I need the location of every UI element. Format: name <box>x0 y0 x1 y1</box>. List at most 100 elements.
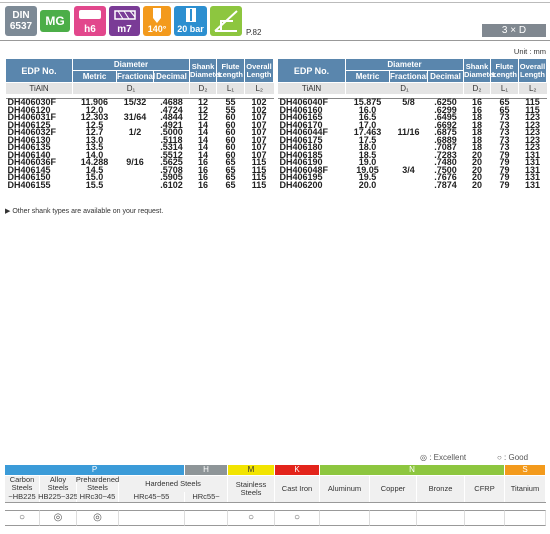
mg-badge: MG <box>40 10 70 32</box>
cell: 65 <box>225 172 236 182</box>
cell: .6299 <box>434 104 457 115</box>
data-row: DH406175 17.5 .6889 18 73 123 <box>278 134 547 145</box>
cell: 65 <box>225 164 236 175</box>
angle-label: 140° <box>147 24 167 34</box>
cell: 15/32 <box>123 97 147 107</box>
cell: 18 <box>471 119 482 130</box>
data-row: DH406170 17.0 .6692 18 73 123 <box>278 119 547 130</box>
cell: 73 <box>499 112 510 122</box>
col-header: EDP No. <box>277 58 346 83</box>
cell: 14.288 <box>80 157 109 167</box>
cell: 55 <box>225 97 236 107</box>
sub: TiAlN D₁ D₂ L₁ L₂ <box>277 82 547 94</box>
cell: 12.0 <box>85 104 104 115</box>
ratio-badge: 3 × D <box>482 24 546 37</box>
cell: 79 <box>499 172 510 182</box>
data-row: DH406135 13.5 .5314 14 60 107 <box>6 143 274 152</box>
cell: 20 <box>471 157 482 167</box>
cell: 17.463 <box>353 127 382 137</box>
cell <box>117 144 154 152</box>
cell: 19.5 <box>358 172 377 182</box>
cell: 15.875 <box>353 97 382 107</box>
cell: 12.7 <box>85 127 104 137</box>
material-name: Carbon Steels <box>5 476 40 492</box>
cell: 12.303 <box>80 112 109 122</box>
cell: 65 <box>225 157 236 167</box>
cell: 102 <box>251 97 267 107</box>
cell: 16 <box>471 97 482 107</box>
note-text: Other shank types are available on your … <box>12 208 164 215</box>
cell: .6692 <box>434 119 457 130</box>
data-row: DH406185 18.5 .7283 20 79 131 <box>278 149 547 160</box>
cell: 14 <box>197 134 208 145</box>
cell <box>390 107 428 115</box>
cell: 115 <box>525 97 540 107</box>
cell: 16 <box>197 172 208 182</box>
spec-table: EDP No. Diameter Shank Diameter Flute Lengt… <box>5 58 274 189</box>
cell <box>390 144 428 152</box>
sub-header: L₁ <box>490 82 519 94</box>
cell: DH406030F <box>7 97 57 107</box>
cell: 79 <box>499 164 510 175</box>
group-band: P <box>5 465 185 475</box>
material-name: Bronze <box>417 476 465 502</box>
cell: DH406160 <box>279 104 323 115</box>
header-row: EDP No. Diameter Shank Diameter Flute Lengt… <box>5 58 274 83</box>
col-header: Metric <box>345 70 390 83</box>
cell: 16 <box>197 164 208 175</box>
cell: 115 <box>525 104 540 115</box>
rating <box>417 510 465 526</box>
gap <box>5 94 274 99</box>
cell: 12 <box>197 112 208 122</box>
sub-header: L₂ <box>518 82 547 94</box>
data-row: DH406145 14.5 .5708 16 65 115 <box>6 164 274 175</box>
cell: DH406185 <box>279 149 323 160</box>
rating <box>465 510 505 526</box>
cell: 20.0 <box>358 179 377 190</box>
data-row: DH406120 12.0 .4724 12 55 102 <box>6 104 274 115</box>
din-label: DIN <box>12 10 30 21</box>
header-row: Metric Fractional Decimal <box>6 70 274 83</box>
data-row: DH406040F 15.875 5/8 .6250 16 65 115 <box>278 97 547 107</box>
data-row: DH406150 15.0 .5905 16 65 115 <box>6 172 274 182</box>
cell: .6495 <box>434 112 457 122</box>
cell: 17.5 <box>358 134 377 145</box>
sub-header: D₂ <box>189 82 217 94</box>
m7-label: m7 <box>117 24 132 35</box>
cell: 13.0 <box>85 134 104 145</box>
legend-excellent: ◎ : Excellent <box>420 453 467 462</box>
cell: 20 <box>471 179 482 190</box>
cell: DH406195 <box>279 172 323 182</box>
cell: 60 <box>225 119 236 130</box>
cell: 12 <box>197 104 208 115</box>
material-name: CFRP <box>465 476 505 502</box>
cell: 20 <box>471 149 482 160</box>
data-row: DH406130 13.0 .5118 14 60 107 <box>6 134 274 145</box>
cell: 60 <box>225 127 236 137</box>
group-band: M <box>228 465 275 475</box>
material-name: Copper <box>370 476 417 502</box>
cell <box>390 114 428 122</box>
cell: DH406155 <box>7 179 51 190</box>
note: ▶ Other shank types are available on you… <box>5 208 164 215</box>
data-row: DH406180 18.0 .7087 18 73 123 <box>278 143 547 152</box>
data-row: DH406036F 14.288 9/16 .5625 16 65 115 <box>6 157 274 167</box>
rating <box>185 510 228 526</box>
rating <box>505 510 546 526</box>
cell: 11.906 <box>80 97 109 107</box>
cell: 65 <box>225 179 236 190</box>
data-row: DH406044F 17.463 11/16 .6875 18 73 123 <box>278 127 547 137</box>
rule <box>5 502 546 503</box>
cell: 65 <box>499 104 510 115</box>
header-rule <box>0 40 550 41</box>
cell <box>117 137 154 145</box>
cell: 16 <box>471 104 482 115</box>
sub-header: D₁ <box>345 82 464 94</box>
cell: 115 <box>251 172 267 182</box>
gap-cell <box>277 94 547 99</box>
cell: DH406032F <box>7 127 57 137</box>
col-header: Shank Diameter <box>463 58 496 83</box>
cell: 60 <box>225 112 236 122</box>
cell: 19.05 <box>356 164 379 175</box>
cell: 60 <box>225 149 236 160</box>
